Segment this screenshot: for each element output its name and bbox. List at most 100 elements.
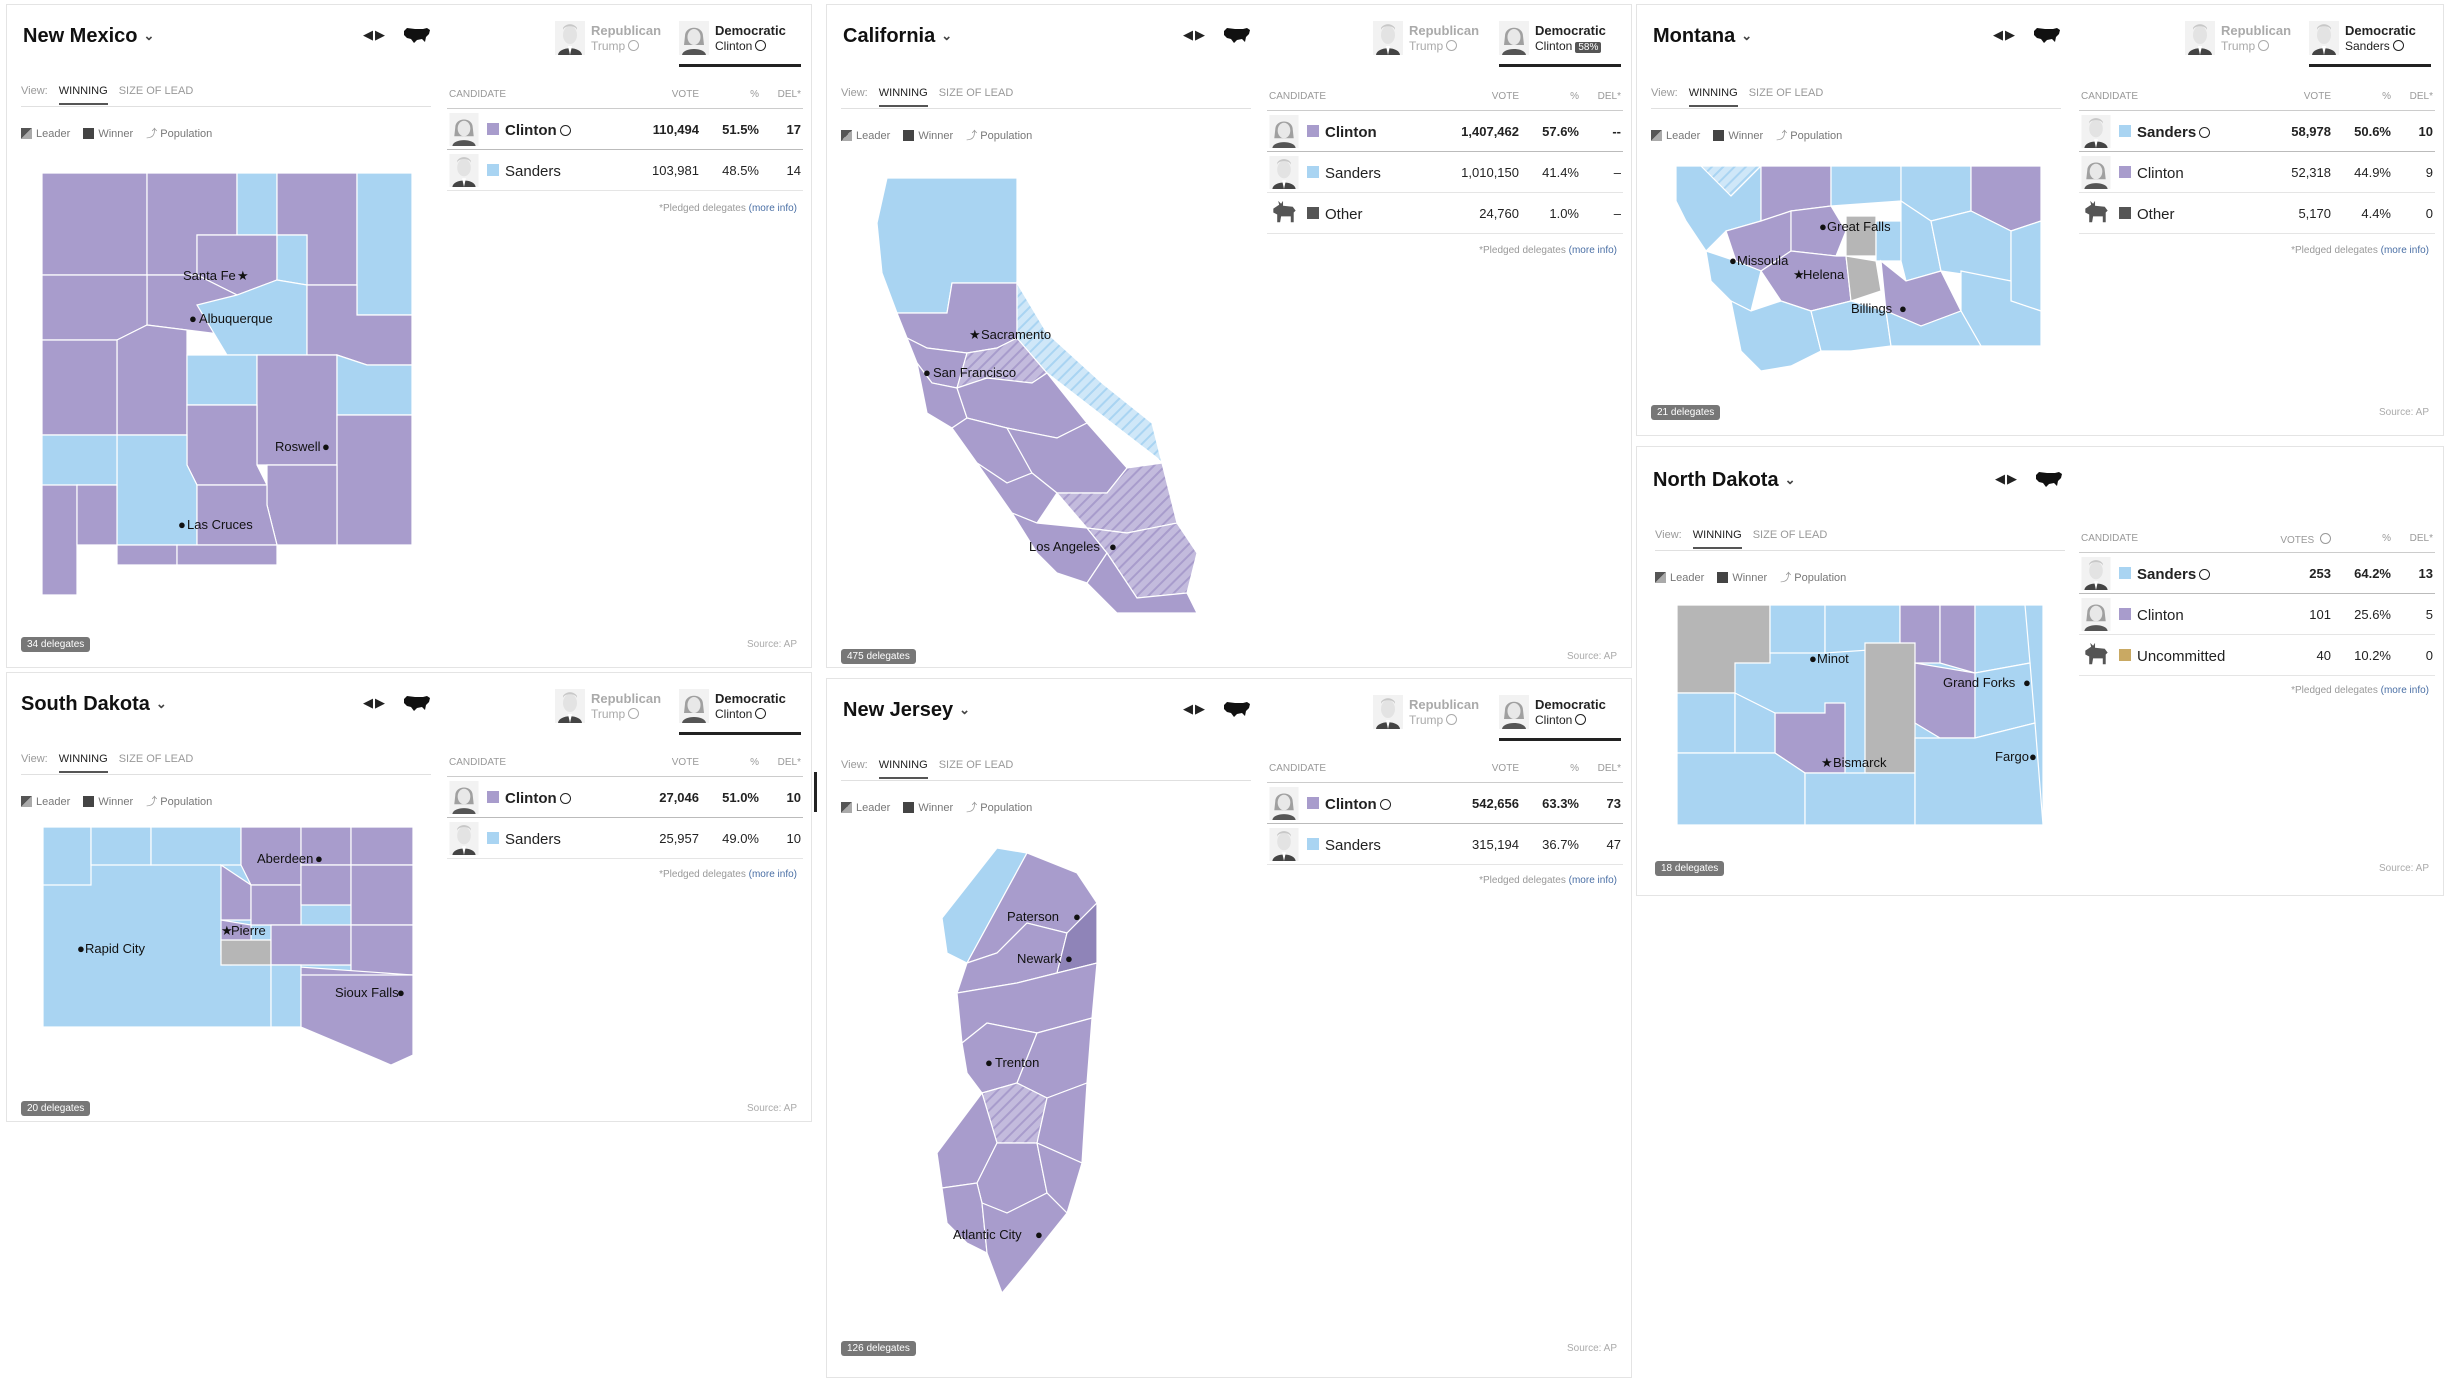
legend-population[interactable]: ⤴ Population — [966, 802, 1033, 814]
state-selector[interactable]: California ⌄ — [843, 25, 952, 48]
more-info-link[interactable]: (more info) — [2380, 245, 2429, 256]
check-icon — [559, 793, 571, 804]
candidate-row[interactable]: Clinton 101 25.6% 5 — [2079, 594, 2435, 635]
resize-handle[interactable] — [814, 772, 817, 812]
more-info-link[interactable]: (more info) — [2380, 685, 2429, 696]
state-selector[interactable]: South Dakota ⌄ — [21, 693, 167, 716]
legend-population[interactable]: ⤴ Population — [1776, 130, 1843, 142]
candidate-color-swatch — [487, 791, 499, 803]
new-mexico-county-map[interactable]: Santa Fe ★ Albuquerque● Roswell ● Las Cruc… — [37, 165, 417, 605]
delegates-badge: 18 delegates — [1655, 861, 1725, 876]
tab-winning[interactable]: WINNING — [58, 85, 108, 105]
us-map-icon[interactable] — [2035, 469, 2063, 489]
svg-text:●: ● — [923, 365, 931, 380]
candidate-row[interactable]: Clinton 542,656 63.3% 73 — [1267, 783, 1623, 824]
candidate-row[interactable]: Sanders 253 64.2% 13 — [2079, 553, 2435, 594]
prev-next-arrows-icon[interactable]: ◀▶ — [1183, 27, 1207, 42]
candidate-row[interactable]: Clinton 110,494 51.5% 17 — [447, 109, 803, 150]
more-info-link[interactable]: (more info) — [1568, 875, 1617, 886]
tab-winning[interactable]: WINNING — [58, 753, 108, 773]
more-info-link[interactable]: (more info) — [748, 869, 797, 880]
tab-winning[interactable]: WINNING — [1692, 529, 1742, 549]
svg-text:●: ● — [315, 851, 323, 866]
legend-winner[interactable]: Winner — [83, 128, 133, 140]
legend-population[interactable]: ⤴ Population — [146, 128, 213, 140]
democratic-tab[interactable]: Democratic Clinton 58% — [1499, 21, 1621, 67]
legend-winner[interactable]: Winner — [1713, 130, 1763, 142]
tab-size-of-lead[interactable]: SIZE OF LEAD — [118, 85, 194, 97]
democratic-tab[interactable]: Democratic Clinton — [1499, 695, 1621, 741]
legend-population[interactable]: ⤴ Population — [966, 130, 1033, 142]
delegates-badge: 20 delegates — [21, 1101, 91, 1116]
state-selector[interactable]: New Jersey ⌄ — [843, 699, 970, 722]
democratic-tab[interactable]: Democratic Clinton — [679, 21, 801, 67]
prev-next-arrows-icon[interactable]: ◀▶ — [1993, 27, 2017, 42]
candidate-pct: 51.5% — [722, 122, 759, 137]
tab-size-of-lead[interactable]: SIZE OF LEAD — [1748, 87, 1824, 99]
us-map-icon[interactable] — [403, 693, 431, 713]
montana-county-map[interactable]: Great Falls● Missoula● Helena★ Billings ● — [1671, 161, 2051, 375]
tab-size-of-lead[interactable]: SIZE OF LEAD — [118, 753, 194, 765]
candidate-name: Sanders — [505, 831, 561, 848]
rep-candidate: Trump — [591, 707, 626, 721]
delegates-badge: 126 delegates — [841, 1341, 916, 1356]
legend-winner[interactable]: Winner — [903, 802, 953, 814]
tab-size-of-lead[interactable]: SIZE OF LEAD — [938, 87, 1014, 99]
candidate-color-swatch — [1307, 125, 1319, 137]
legend-leader[interactable]: Leader — [1651, 130, 1700, 142]
tab-size-of-lead[interactable]: SIZE OF LEAD — [1752, 529, 1828, 541]
us-map-icon[interactable] — [1223, 699, 1251, 719]
legend-winner[interactable]: Winner — [1717, 572, 1767, 584]
candidate-pct: 64.2% — [2354, 566, 2391, 581]
legend-population[interactable]: ⤴ Population — [146, 796, 213, 808]
candidate-row[interactable]: Clinton 52,318 44.9% 9 — [2079, 152, 2435, 193]
candidate-row[interactable]: Sanders 103,981 48.5% 14 — [447, 150, 803, 191]
state-selector[interactable]: Montana ⌄ — [1653, 25, 1752, 48]
candidate-row[interactable]: Sanders 25,957 49.0% 10 — [447, 818, 803, 859]
us-map-icon[interactable] — [2033, 25, 2061, 45]
north-dakota-county-map[interactable]: Minot● Grand Forks ● Bismarck★ Fargo ● — [1675, 603, 2045, 829]
tab-size-of-lead[interactable]: SIZE OF LEAD — [938, 759, 1014, 771]
prev-next-arrows-icon[interactable]: ◀▶ — [363, 695, 387, 710]
legend-winner[interactable]: Winner — [83, 796, 133, 808]
prev-next-arrows-icon[interactable]: ◀▶ — [1183, 701, 1207, 716]
legend-leader[interactable]: Leader — [841, 802, 890, 814]
candidate-row[interactable]: Sanders 58,978 50.6% 10 — [2079, 111, 2435, 152]
check-icon — [1379, 799, 1391, 810]
south-dakota-county-map[interactable]: Aberdeen ● Pierre★ Rapid City● Sioux Fall… — [41, 825, 421, 1075]
legend-leader[interactable]: Leader — [1655, 572, 1704, 584]
democratic-tab[interactable]: Democratic Clinton — [679, 689, 801, 735]
city-great-falls: Great Falls — [1827, 219, 1891, 234]
california-county-map[interactable]: Sacramento★ San Francisco● Los Angeles ● — [857, 173, 1257, 613]
candidate-row[interactable]: Uncommitted 40 10.2% 0 — [2079, 635, 2435, 676]
tab-winning[interactable]: WINNING — [1688, 87, 1738, 107]
democratic-tab[interactable]: Democratic Sanders — [2309, 21, 2431, 67]
prev-next-arrows-icon[interactable]: ◀▶ — [1995, 471, 2019, 486]
legend-leader[interactable]: Leader — [21, 796, 70, 808]
state-selector[interactable]: New Mexico ⌄ — [23, 25, 154, 48]
state-selector[interactable]: North Dakota ⌄ — [1653, 469, 1795, 492]
legend-winner[interactable]: Winner — [903, 130, 953, 142]
tab-winning[interactable]: WINNING — [878, 759, 928, 779]
candidate-row[interactable]: Clinton 27,046 51.0% 10 — [447, 777, 803, 818]
city-pierre: Pierre — [231, 923, 266, 938]
legend-leader[interactable]: Leader — [21, 128, 70, 140]
candidate-row[interactable]: Clinton 1,407,462 57.6% -- — [1267, 111, 1623, 152]
us-map-icon[interactable] — [403, 25, 431, 45]
legend-leader[interactable]: Leader — [841, 130, 890, 142]
more-info-link[interactable]: (more info) — [1568, 245, 1617, 256]
info-icon[interactable] — [2320, 533, 2331, 544]
legend-population[interactable]: ⤴ Population — [1780, 572, 1847, 584]
new-jersey-county-map[interactable]: Paterson ● Newark ● Trenton● Atlantic City… — [927, 843, 1187, 1303]
candidate-row[interactable]: Other 5,170 4.4% 0 — [2079, 193, 2435, 234]
democratic-label: Democratic — [2345, 23, 2416, 38]
prev-next-arrows-icon[interactable]: ◀▶ — [363, 27, 387, 42]
col-votes[interactable]: VOTES — [2280, 533, 2331, 546]
candidate-row[interactable]: Sanders 315,194 36.7% 47 — [1267, 824, 1623, 865]
us-map-icon[interactable] — [1223, 25, 1251, 45]
candidate-row[interactable]: Other 24,760 1.0% – — [1267, 193, 1623, 234]
candidate-row[interactable]: Sanders 1,010,150 41.4% – — [1267, 152, 1623, 193]
dem-candidate: Clinton — [1535, 713, 1573, 727]
more-info-link[interactable]: (more info) — [748, 203, 797, 214]
tab-winning[interactable]: WINNING — [878, 87, 928, 107]
